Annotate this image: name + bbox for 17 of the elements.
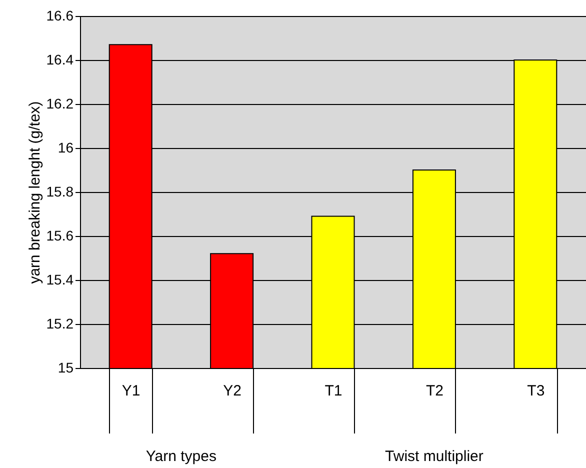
x-tick-label: T3: [527, 382, 545, 400]
text: Twist multiplier: [385, 448, 484, 465]
y-tick-label: 16: [58, 140, 74, 156]
y-axis-title: yarn breaking lenght (g/tex): [26, 101, 44, 284]
y-tick-label: 15.8: [46, 184, 74, 200]
y-tick-label: 15.6: [46, 228, 74, 244]
y-tick-label: 15.2: [46, 316, 74, 332]
x-tick-label: T2: [426, 382, 444, 400]
y-tick-label: 16.4: [46, 52, 74, 68]
x-tick-label: Y1: [122, 382, 140, 400]
y-tick-label: 15.4: [46, 272, 74, 288]
x-tick-label: Y2: [223, 382, 242, 400]
text: Yarn types: [146, 448, 216, 465]
x-tick-label: T1: [324, 382, 342, 400]
y-tick-label: 15: [58, 360, 74, 376]
y-tick-label: 16.6: [46, 8, 74, 24]
y-tick-label: 16.2: [46, 96, 74, 112]
